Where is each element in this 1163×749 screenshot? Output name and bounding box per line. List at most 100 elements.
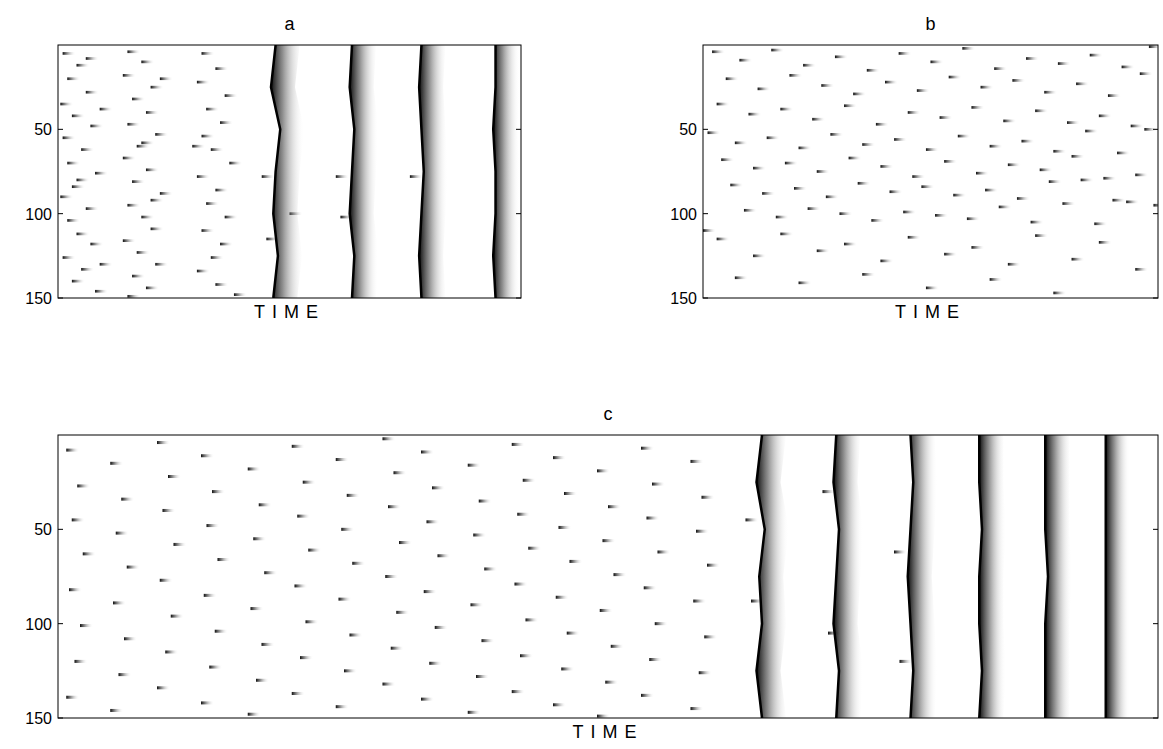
spike xyxy=(165,650,178,653)
spike xyxy=(1140,72,1153,75)
spike xyxy=(817,170,830,173)
spike xyxy=(207,524,220,527)
spike xyxy=(127,204,140,207)
spike xyxy=(735,141,748,144)
spike xyxy=(890,190,903,193)
marks xyxy=(703,45,1158,294)
spike xyxy=(336,458,349,461)
spike xyxy=(141,216,154,219)
spike xyxy=(202,229,215,232)
spike xyxy=(468,464,481,467)
panel-raster: 50100150cTIME xyxy=(25,404,1158,742)
tick-label: 100 xyxy=(25,206,52,223)
spike xyxy=(113,601,126,604)
spike xyxy=(72,280,85,283)
spike xyxy=(81,268,94,271)
spike xyxy=(347,494,360,497)
spike xyxy=(753,167,766,170)
spike xyxy=(259,503,272,506)
front-shade xyxy=(493,45,519,298)
spike xyxy=(803,64,816,67)
front xyxy=(979,435,982,718)
spike xyxy=(862,273,875,276)
front xyxy=(908,435,914,718)
spike xyxy=(512,443,525,446)
front xyxy=(834,435,840,718)
tick-label: 50 xyxy=(679,121,697,138)
spike xyxy=(1040,168,1053,171)
spike xyxy=(295,584,308,587)
spike xyxy=(1144,128,1157,131)
spike xyxy=(63,136,76,139)
spike xyxy=(649,658,662,661)
spike xyxy=(429,662,442,665)
spike xyxy=(127,566,140,569)
tick xyxy=(1153,129,1158,130)
spike xyxy=(696,530,709,533)
spike xyxy=(652,483,665,486)
spike xyxy=(962,47,975,50)
spike xyxy=(157,441,170,444)
spike xyxy=(341,528,354,531)
spike xyxy=(926,287,939,290)
spike xyxy=(396,611,409,614)
spike xyxy=(515,583,528,586)
panel-title: b xyxy=(925,14,935,34)
spike xyxy=(110,709,123,712)
spike xyxy=(234,293,247,296)
spike xyxy=(717,103,730,106)
front-shade xyxy=(271,45,304,298)
spike xyxy=(958,135,971,138)
tick xyxy=(516,213,521,214)
front xyxy=(1105,435,1108,718)
spike xyxy=(528,547,541,550)
spike xyxy=(1153,204,1158,207)
spike xyxy=(597,715,610,718)
spike xyxy=(597,469,610,472)
spike xyxy=(844,104,857,107)
front-shade xyxy=(419,45,448,298)
spike xyxy=(209,666,222,669)
marks xyxy=(66,435,1130,718)
spike xyxy=(435,626,448,629)
spike xyxy=(707,564,720,567)
spike xyxy=(424,590,437,593)
spike xyxy=(90,125,103,128)
spike xyxy=(561,667,574,670)
spike xyxy=(894,550,907,553)
spike xyxy=(127,50,140,53)
spike xyxy=(95,172,108,175)
spike xyxy=(80,624,93,627)
spike xyxy=(476,675,489,678)
spike xyxy=(553,456,566,459)
spike xyxy=(146,287,159,290)
spike xyxy=(949,76,962,79)
spike xyxy=(394,471,407,474)
marks xyxy=(60,45,519,298)
spike xyxy=(702,496,715,499)
spike xyxy=(72,114,85,117)
panel-title: a xyxy=(284,14,295,34)
spike xyxy=(212,490,225,493)
spike xyxy=(744,209,757,212)
spike xyxy=(1094,222,1107,225)
tick xyxy=(58,718,63,719)
spike xyxy=(1126,201,1139,204)
spike xyxy=(840,212,853,215)
spike xyxy=(336,705,349,708)
spike xyxy=(218,558,231,561)
panel-title: c xyxy=(604,404,613,424)
tick xyxy=(58,623,63,624)
spike xyxy=(383,683,396,686)
spike xyxy=(137,145,150,148)
spike xyxy=(123,157,136,160)
spike xyxy=(482,639,495,642)
spike xyxy=(699,671,712,674)
spike xyxy=(174,543,187,546)
spike xyxy=(211,148,224,151)
front xyxy=(419,45,424,298)
spike xyxy=(644,586,657,589)
spike xyxy=(479,500,492,503)
spike xyxy=(262,643,275,646)
spike xyxy=(835,55,848,58)
